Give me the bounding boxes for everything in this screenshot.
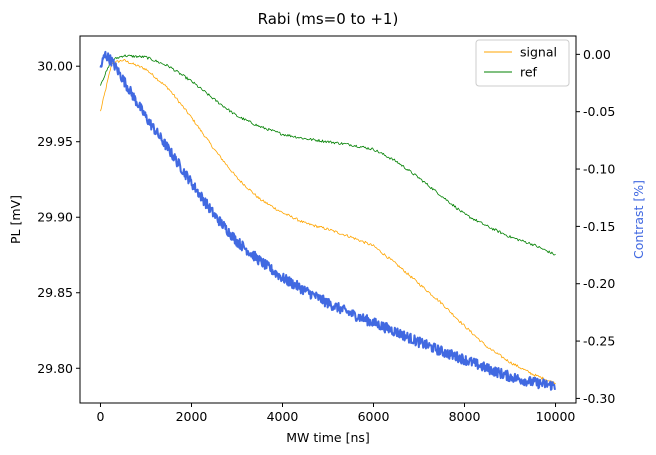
y2-axis-label: Contrast [%]: [631, 180, 646, 259]
y2-tick-label: -0.10: [583, 162, 615, 177]
y-tick-label: 29.80: [37, 361, 73, 376]
y-tick-label: 30.00: [37, 59, 73, 74]
x-tick-label: 8000: [449, 409, 481, 424]
x-tick-label: 2000: [176, 409, 208, 424]
legend: signal ref: [475, 39, 570, 87]
y2-tick-label: 0.00: [583, 47, 611, 62]
y2-tick-label: -0.30: [583, 391, 615, 406]
y-tick-label: 29.90: [37, 210, 73, 225]
x-tick-label: 10000: [536, 409, 576, 424]
y2-tick-label: -0.15: [583, 219, 615, 234]
x-tick-label: 6000: [358, 409, 390, 424]
y2-tick-label: -0.25: [583, 334, 615, 349]
y-tick-label: 29.85: [37, 285, 73, 300]
y2-tick-label: -0.20: [583, 276, 615, 291]
x-tick-label: 4000: [267, 409, 299, 424]
legend-label-ref: ref: [520, 65, 538, 80]
x-axis-label: MW time [ns]: [286, 430, 370, 445]
series-line-contrast: [99, 50, 557, 391]
y-axis-label: PL [mV]: [8, 195, 23, 244]
x-tick-label: 0: [97, 409, 105, 424]
plot-frame: [79, 35, 577, 404]
y-tick-label: 29.95: [37, 134, 73, 149]
y2-tick-label: -0.05: [583, 104, 615, 119]
legend-label-signal: signal: [520, 45, 557, 60]
chart-title: Rabi (ms=0 to +1): [258, 10, 399, 28]
series-line-signal: [100, 58, 556, 385]
series-line-ref: [100, 54, 556, 256]
